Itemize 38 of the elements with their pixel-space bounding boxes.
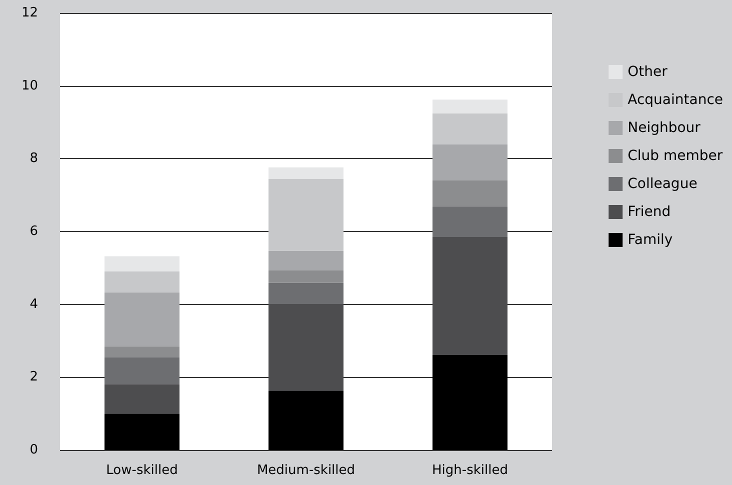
y-tick-label: 0: [30, 442, 38, 458]
bar: [268, 250, 344, 270]
bar: [104, 414, 180, 450]
bar: [104, 256, 180, 272]
y-tick-label: 2: [30, 370, 38, 385]
bar: [268, 270, 344, 283]
y-tick-label: 8: [30, 151, 38, 166]
bar: [268, 390, 344, 450]
bar: [432, 236, 508, 355]
legend-label: Club member: [628, 148, 723, 164]
legend-label: Friend: [628, 204, 671, 220]
bar: [104, 384, 180, 414]
x-tick-label: Medium-skilled: [256, 463, 356, 478]
y-tick-label: 10: [21, 78, 38, 94]
y-tick-label: 12: [21, 6, 38, 20]
y-tick-label: 6: [30, 224, 38, 239]
bar: [432, 354, 508, 450]
bar: [268, 282, 344, 304]
bar: [104, 292, 180, 346]
bar: [104, 357, 180, 384]
bar: [432, 180, 508, 206]
x-tick-label: Low-skilled: [106, 463, 178, 478]
bar: [432, 114, 508, 144]
bar: [104, 271, 180, 292]
legend-label: Other: [628, 64, 668, 80]
bar: [432, 206, 508, 237]
legend-label: Acquaintance: [628, 92, 724, 108]
y-tick-label: 4: [30, 296, 38, 312]
bar: [104, 346, 180, 358]
legend-label: Family: [628, 232, 673, 248]
bar: [432, 144, 508, 181]
bar: [268, 178, 344, 251]
legend-label: Colleague: [628, 176, 698, 192]
x-tick-label: High-skilled: [432, 463, 508, 478]
bar: [268, 167, 344, 179]
bar: [268, 304, 344, 391]
bar: [432, 100, 508, 114]
legend-label: Neighbour: [628, 120, 701, 136]
